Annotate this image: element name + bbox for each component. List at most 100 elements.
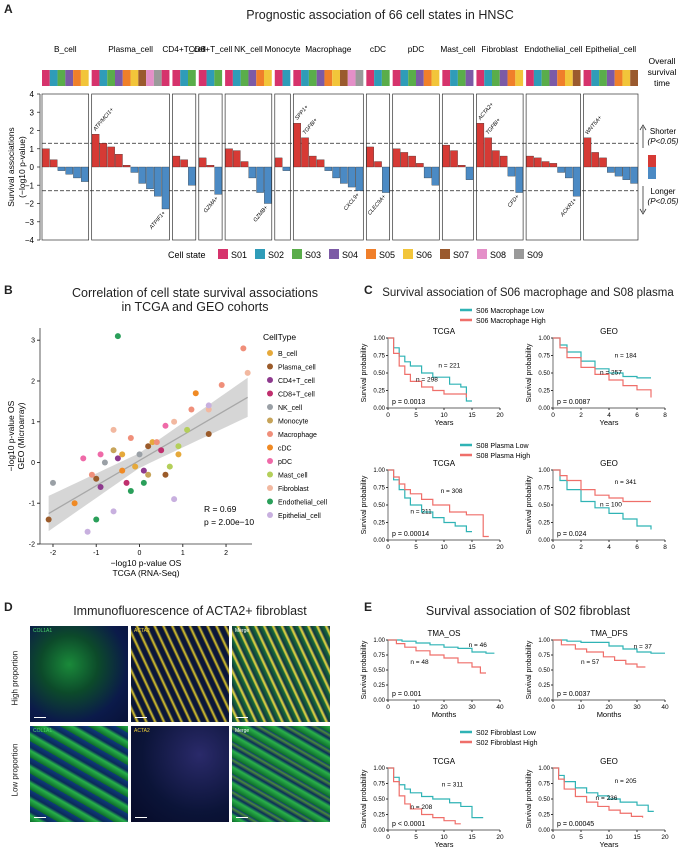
state-color-cell — [115, 70, 123, 86]
km-x-tick-label: 30 — [468, 704, 476, 711]
survival-bar — [392, 148, 401, 168]
km-curve-high — [388, 639, 486, 674]
survival-bar — [340, 166, 348, 184]
state-color-cell — [301, 70, 309, 86]
scatter-point — [119, 467, 126, 474]
km-y-tick-label: 0.25 — [373, 683, 385, 689]
if-label-acta2-low: ACTA2 — [134, 728, 150, 734]
survival-bar — [264, 166, 272, 204]
legend-dot — [267, 444, 273, 451]
facet-box — [198, 93, 223, 241]
scatter-point — [240, 345, 247, 352]
scatter-point — [153, 439, 160, 446]
survival-bar — [382, 166, 390, 193]
survival-bar — [534, 157, 542, 168]
facet-box — [224, 93, 273, 241]
state-color-cell — [565, 70, 573, 86]
km-y-tick-label: 0.00 — [538, 538, 550, 544]
state-color-cell — [442, 70, 451, 86]
km-y-tick-label: 1.00 — [538, 766, 550, 772]
state-color-cell — [180, 70, 188, 86]
scale-bar — [236, 817, 248, 818]
scatter-point — [127, 435, 134, 442]
km-y-tick-label: 0.75 — [538, 782, 550, 788]
y-tick-label: −3 — [25, 218, 35, 227]
state-color-cell — [622, 70, 631, 86]
legend-label: S04 — [342, 250, 358, 260]
state-color-cell — [232, 70, 241, 86]
state-color-cell — [91, 70, 100, 86]
km-x-label: Years — [600, 418, 619, 427]
state-color-cell — [355, 70, 364, 86]
km-title: TCGA — [433, 757, 456, 766]
km-y-tick-label: 0.00 — [538, 698, 550, 704]
legend-label: B_cell — [278, 351, 298, 358]
scale-bar — [135, 817, 147, 818]
state-color-cell — [381, 70, 390, 86]
longer-label: (P<0.05) — [648, 197, 679, 206]
km-x-label: Years — [435, 840, 454, 849]
km-p-value: p = 0.024 — [557, 531, 586, 538]
survival-bar — [557, 166, 565, 173]
state-color-cell — [198, 70, 207, 86]
km-y-tick-label: 0.00 — [373, 538, 385, 544]
facet-box — [392, 93, 440, 241]
legend-swatch — [514, 249, 524, 259]
scatter-point — [145, 471, 152, 478]
scatter-point — [114, 455, 121, 462]
survival-bar — [324, 166, 333, 171]
km-y-tick-label: 1.00 — [373, 638, 385, 644]
km-x-tick-label: 2 — [579, 412, 583, 419]
state-color-cell — [57, 70, 66, 86]
km-x-tick-label: 10 — [412, 704, 420, 711]
if-low-merge: Merge — [232, 726, 330, 822]
survival-bar — [515, 166, 523, 193]
if-label-col1a1-low: COL1A1 — [33, 728, 53, 734]
km-x-tick-label: 15 — [468, 544, 476, 551]
km-y-tick-label: 0.50 — [373, 797, 385, 803]
survival-bar — [465, 166, 474, 180]
km-n-label: n = 46 — [469, 642, 488, 649]
state-color-cell — [400, 70, 409, 86]
shorter-label: Shorter — [650, 127, 677, 136]
if-label-merge-low: Merge — [235, 728, 250, 734]
scatter-point — [171, 418, 178, 425]
survival-bar — [450, 150, 458, 168]
scatter-point — [136, 451, 143, 458]
legend-label: S07 — [453, 250, 469, 260]
state-color-cell — [42, 70, 50, 86]
km-x-tick-label: 15 — [468, 412, 476, 419]
km-y-tick-label: 0.00 — [373, 698, 385, 704]
state-color-cell — [73, 70, 81, 86]
survival-bar — [256, 166, 264, 193]
legend-label: S09 — [527, 250, 543, 260]
km-y-tick-label: 0.75 — [373, 486, 385, 492]
scatter-point — [192, 390, 199, 397]
legend-dot — [267, 431, 273, 437]
km-x-tick-label: 10 — [440, 834, 448, 841]
km-x-tick-label: 5 — [414, 412, 418, 419]
legend-label: S05 — [379, 250, 395, 260]
row-label-low: Low proportion — [10, 743, 20, 797]
km-y-tick-label: 0.50 — [373, 668, 385, 674]
survival-bar — [366, 146, 374, 168]
facet-box — [583, 93, 639, 241]
y-tick-label: -2 — [29, 542, 35, 549]
survival-bar — [599, 157, 607, 168]
legend-dot — [267, 417, 273, 424]
scale-bar — [34, 717, 46, 718]
survival-bar — [57, 166, 66, 171]
km-y-tick-label: 0.50 — [373, 371, 385, 377]
survival-bar — [206, 165, 215, 168]
legend-label: CD8+T_cell — [278, 392, 315, 399]
legend-swatch — [292, 249, 302, 259]
legend-dot — [267, 377, 273, 383]
legend-dot — [267, 390, 273, 397]
state-color-cell — [248, 70, 257, 86]
legend-label: Monocyte — [278, 419, 308, 426]
scatter-point — [97, 483, 104, 490]
y-tick-label: −4 — [25, 236, 35, 245]
arrow-up-head — [639, 124, 647, 131]
km-x-tick-label: 6 — [635, 412, 639, 419]
km-n-label: n = 37 — [634, 643, 653, 650]
